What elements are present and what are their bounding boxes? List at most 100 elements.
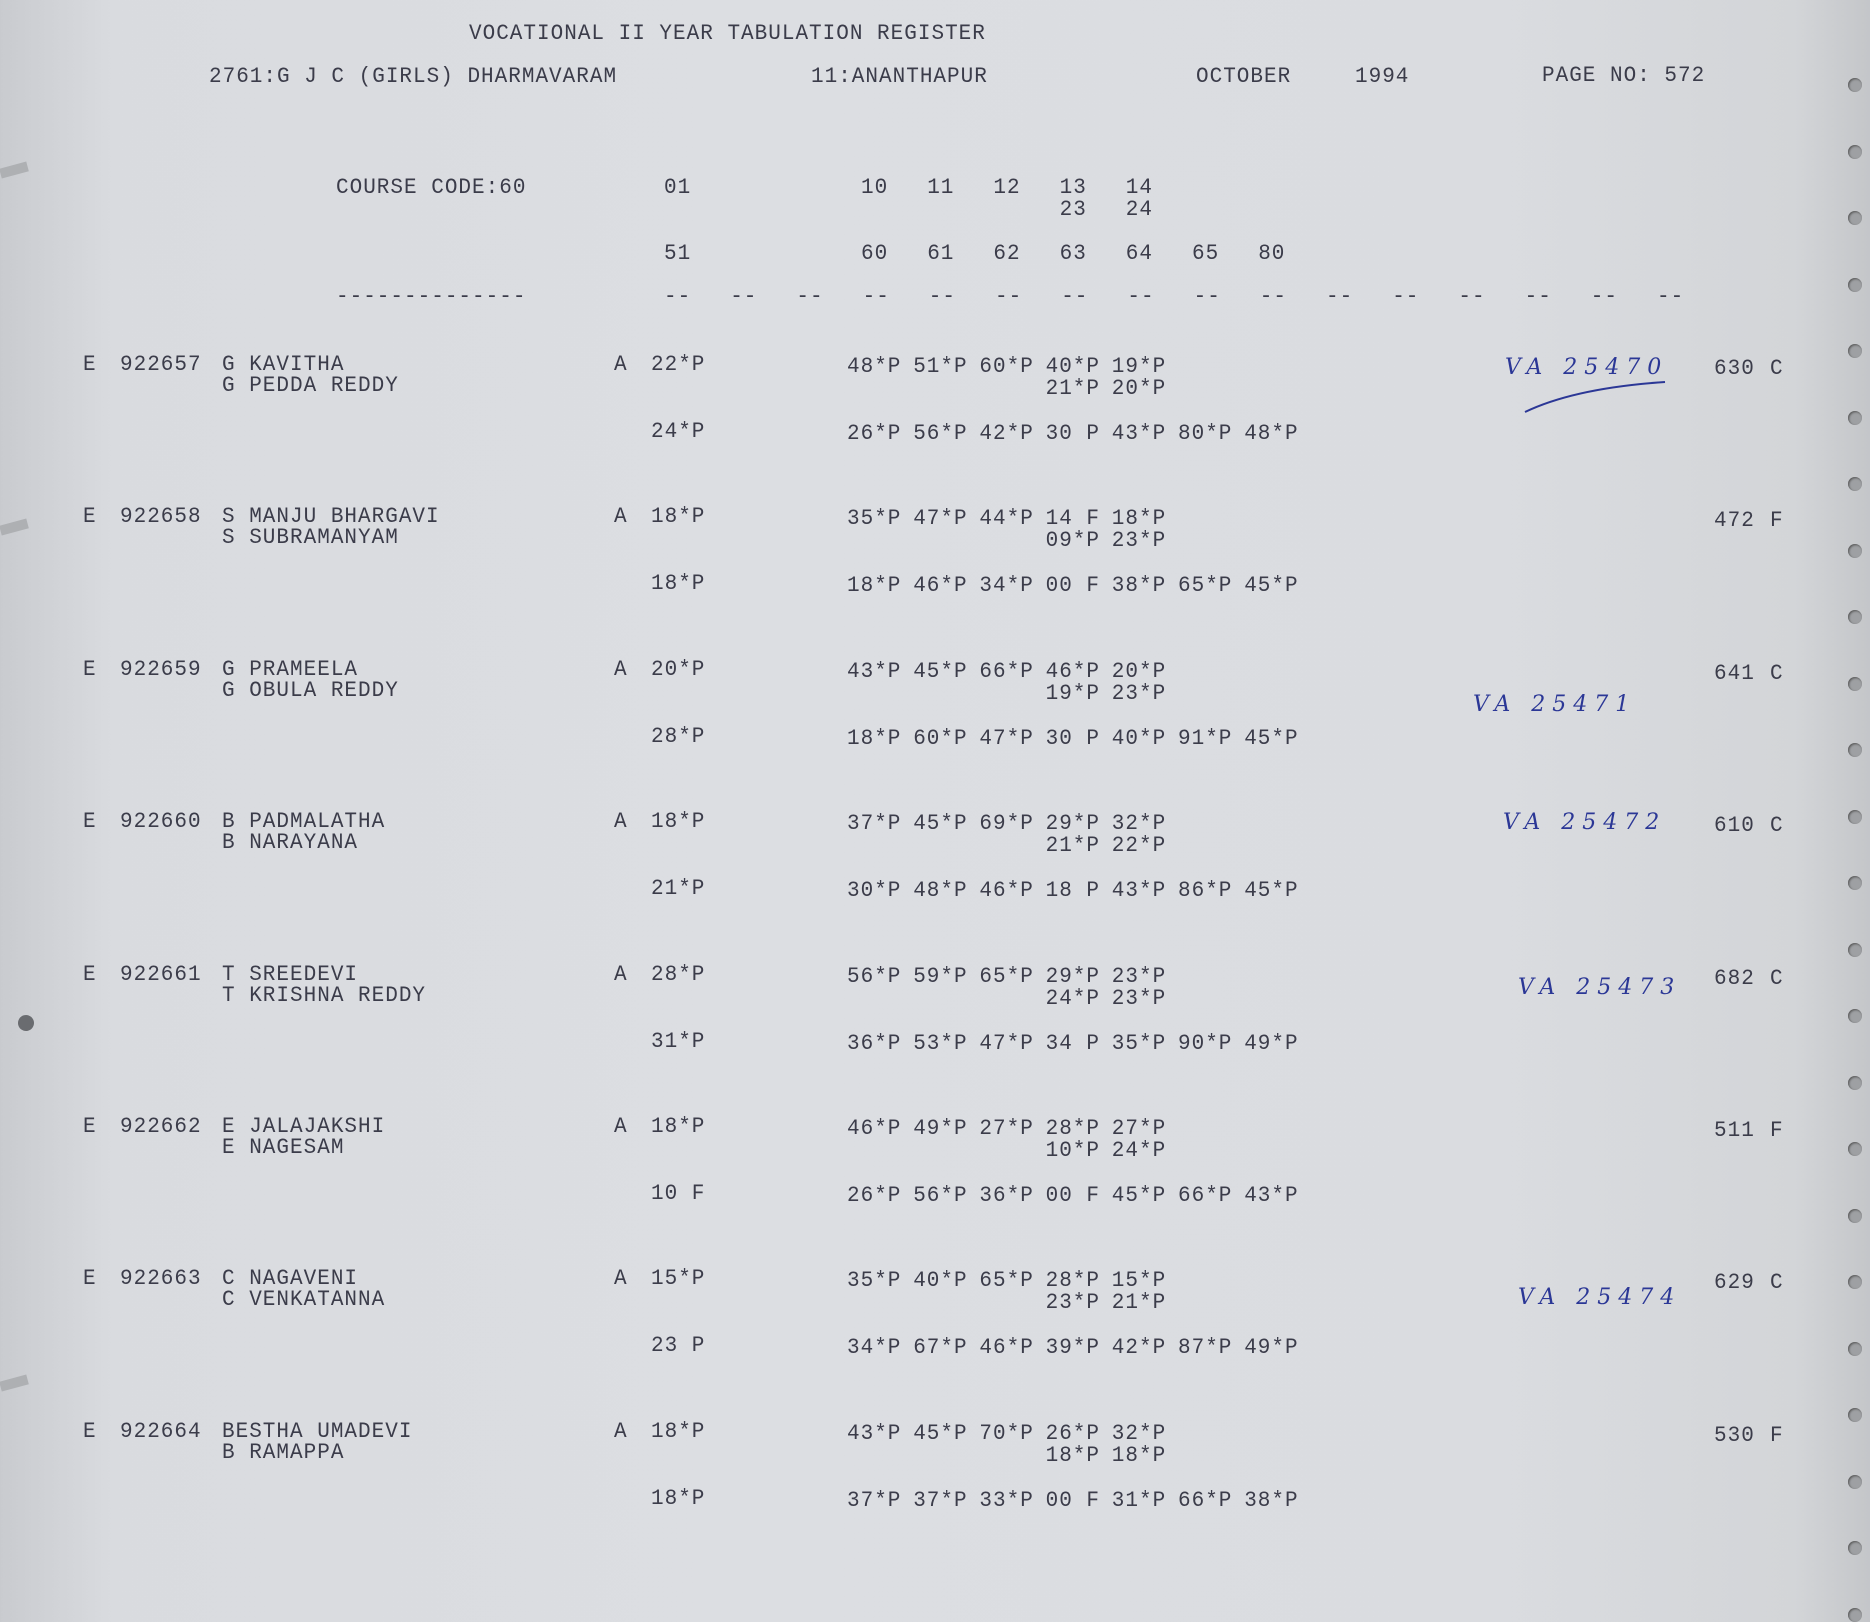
binder-hole [1848, 1009, 1862, 1023]
column-header: 10 [861, 176, 889, 201]
result-grade: C [1770, 1271, 1784, 1296]
subject-mark: 46*P [979, 1336, 1034, 1361]
subject-mark: 43*P [1111, 879, 1167, 904]
subject-mark: 65*P [979, 1269, 1034, 1294]
subject-mark: 23*P [1045, 1291, 1101, 1316]
subject-mark: 35*P [847, 1269, 902, 1294]
subject-mark: 60*P [913, 727, 968, 752]
registration-number: 922659 [120, 658, 202, 683]
handwritten-note: VA 25473 [1518, 974, 1682, 1000]
subject-mark: 65*P [979, 965, 1034, 990]
binder-hole [1848, 1341, 1862, 1356]
exam-type: E [83, 1420, 97, 1445]
subject-mark: 39*P [1045, 1336, 1101, 1361]
subject-mark: 24*P [1045, 987, 1101, 1012]
subject-mark: 21*P [1045, 377, 1101, 402]
subject-mark: 23*P [1111, 682, 1167, 707]
column-header: 13 [1059, 176, 1087, 201]
registration-number: 922660 [120, 810, 202, 835]
subject-mark: 45*P [1111, 1184, 1167, 1209]
mark-01: 18*P [651, 810, 706, 835]
subject-mark: 15*P [1111, 1269, 1167, 1294]
father-name: T KRISHNA REDDY [222, 984, 427, 1009]
subject-mark: 18*P [1111, 1444, 1167, 1469]
category-code: A [614, 658, 628, 683]
total-marks: 472 [1714, 509, 1755, 534]
subject-mark: 91*P [1178, 727, 1233, 752]
binder-hole [1848, 743, 1862, 757]
column-rule: -- [1061, 285, 1089, 310]
subject-mark: 36*P [847, 1032, 902, 1057]
subject-mark: 90*P [1178, 1032, 1233, 1057]
subject-mark: 20*P [1111, 660, 1167, 685]
column-header: 14 [1125, 176, 1154, 201]
subject-mark: 28*P [1045, 1269, 1101, 1294]
subject-mark: 33*P [979, 1489, 1034, 1514]
subject-mark: 34*P [847, 1336, 902, 1361]
column-rule: -- [664, 285, 692, 310]
student-name: S MANJU BHARGAVI [222, 505, 440, 530]
student-name: G PRAMEELA [222, 658, 359, 683]
binder-hole [1848, 477, 1862, 491]
subject-mark: 24*P [1111, 1139, 1167, 1164]
column-header: 24 [1125, 198, 1154, 223]
exam-type: E [83, 658, 97, 683]
subject-mark: 35*P [847, 507, 902, 532]
subject-mark: 70*P [979, 1422, 1034, 1447]
column-header: 11 [927, 176, 955, 201]
binder-hole [1848, 676, 1862, 691]
binder-mark [0, 1374, 29, 1392]
registration-number: 922658 [120, 505, 202, 530]
subject-mark: 26*P [847, 422, 902, 447]
subject-mark: 80*P [1178, 422, 1233, 447]
subject-mark: 26*P [1045, 1422, 1101, 1447]
subject-mark: 18*P [847, 574, 902, 599]
column-rule: -- [1326, 285, 1354, 310]
college-name: 2761:G J C (GIRLS) DHARMAVARAM [209, 65, 618, 90]
page-number: PAGE NO: 572 [1542, 64, 1706, 89]
column-rule: -- [1524, 285, 1552, 310]
total-marks: 511 [1714, 1119, 1755, 1144]
subject-mark: 67*P [913, 1336, 968, 1361]
register-title: VOCATIONAL II YEAR TABULATION REGISTER [469, 22, 986, 47]
father-name: B NARAYANA [222, 831, 359, 856]
binder-hole [1848, 1275, 1862, 1289]
subject-mark: 44*P [979, 507, 1034, 532]
father-name: E NAGESAM [222, 1136, 345, 1161]
subject-mark: 42*P [1111, 1336, 1167, 1361]
subject-mark: 66*P [1178, 1489, 1233, 1514]
subject-mark: 19*P [1111, 355, 1167, 380]
binder-hole [1848, 876, 1862, 890]
subject-mark: 21*P [1111, 1291, 1167, 1316]
mark-51: 18*P [651, 572, 706, 597]
total-marks: 682 [1714, 967, 1755, 992]
registration-number: 922664 [120, 1420, 202, 1445]
column-header: 61 [927, 242, 955, 267]
subject-mark: 45*P [1244, 574, 1299, 599]
exam-year: 1994 [1355, 65, 1410, 90]
subject-mark: 30*P [847, 879, 902, 904]
total-marks: 530 [1714, 1424, 1755, 1449]
category-code: A [614, 810, 628, 835]
subject-mark: 38*P [1244, 1489, 1299, 1514]
subject-mark: 21*P [1045, 834, 1101, 859]
subject-mark: 34*P [979, 574, 1034, 599]
subject-mark: 45*P [1244, 879, 1299, 904]
column-rule: -- [1392, 285, 1420, 310]
column-header: 51 [664, 242, 692, 267]
subject-mark: 37*P [913, 1489, 968, 1514]
subject-mark: 87*P [1178, 1336, 1233, 1361]
column-rule: -- [1259, 285, 1288, 310]
subject-mark: 18*P [847, 727, 902, 752]
student-name: C NAGAVENI [222, 1267, 359, 1292]
subject-mark: 51*P [913, 355, 968, 380]
subject-mark: 66*P [1178, 1184, 1233, 1209]
subject-mark: 31*P [1111, 1489, 1167, 1514]
result-grade: C [1770, 967, 1784, 992]
subject-mark: 29*P [1045, 812, 1101, 837]
result-grade: C [1770, 814, 1784, 839]
mark-01: 22*P [651, 353, 706, 378]
mark-51: 24*P [651, 420, 706, 445]
subject-mark: 35*P [1111, 1032, 1167, 1057]
student-name: T SREEDEVI [222, 963, 359, 988]
